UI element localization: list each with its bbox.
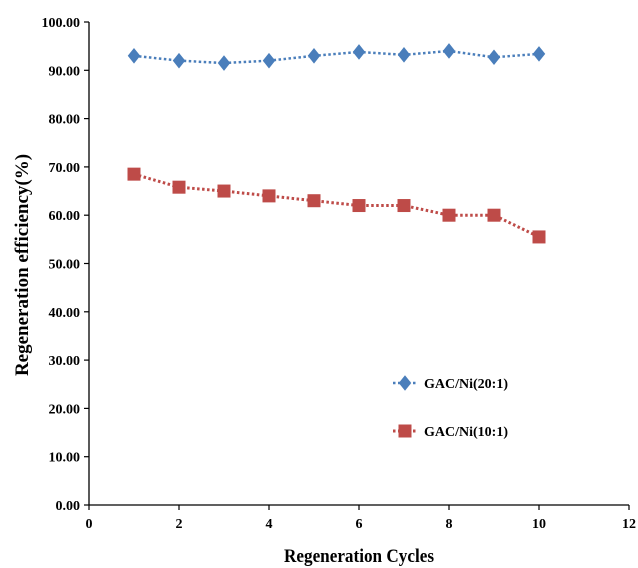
data-point <box>398 199 411 212</box>
series-line <box>134 174 539 237</box>
data-point <box>128 49 139 63</box>
legend-label: GAC/Ni(20:1) <box>424 377 508 392</box>
y-tick-label: 60.00 <box>49 209 81 224</box>
data-point <box>353 45 364 59</box>
legend: GAC/Ni(20:1) GAC/Ni(10:1) <box>393 376 508 440</box>
y-tick-label: 100.00 <box>42 16 81 31</box>
series-1 <box>128 44 544 70</box>
x-tick-label: 4 <box>266 517 273 532</box>
data-point <box>353 199 366 212</box>
x-tick-label: 6 <box>356 517 363 532</box>
data-point <box>533 230 546 243</box>
y-tick-label: 50.00 <box>49 258 81 273</box>
data-point <box>128 168 141 181</box>
y-tick-label: 10.00 <box>49 451 81 466</box>
x-tick-label: 10 <box>532 517 546 532</box>
legend-marker <box>399 425 412 438</box>
x-tick-label: 2 <box>176 517 183 532</box>
data-point <box>398 48 409 62</box>
axes: 0.00 10.00 20.00 30.00 40.00 50.00 60.00 70.00 8… <box>42 16 637 532</box>
data-point <box>263 54 274 68</box>
legend-marker <box>399 376 410 390</box>
series-layer <box>128 44 546 243</box>
data-point <box>308 194 321 207</box>
legend-label: GAC/Ni(10:1) <box>424 425 508 440</box>
data-point <box>173 181 186 194</box>
data-point <box>308 49 319 63</box>
data-point <box>218 185 231 198</box>
data-point <box>488 209 501 222</box>
y-tick-label: 0.00 <box>56 499 81 514</box>
y-axis-title: Regeneration efficiency(%) <box>12 154 33 376</box>
y-tick-label: 90.00 <box>49 64 81 79</box>
series-2 <box>128 168 546 244</box>
data-point <box>173 54 184 68</box>
y-tick-label: 20.00 <box>49 402 81 417</box>
y-tick-label: 40.00 <box>49 306 81 321</box>
x-tick-label: 8 <box>446 517 453 532</box>
x-tick-label: 12 <box>622 517 636 532</box>
data-point <box>488 50 499 64</box>
data-point <box>533 47 544 61</box>
data-point <box>443 209 456 222</box>
data-point <box>263 189 276 202</box>
data-point <box>218 56 229 70</box>
y-tick-label: 30.00 <box>49 354 81 369</box>
x-axis-title: Regeneration Cycles <box>284 546 434 567</box>
y-tick-label: 70.00 <box>49 161 81 176</box>
series-line <box>134 51 539 63</box>
y-tick-label: 80.00 <box>49 113 81 128</box>
x-tick-label: 0 <box>86 517 93 532</box>
data-point <box>443 44 454 58</box>
